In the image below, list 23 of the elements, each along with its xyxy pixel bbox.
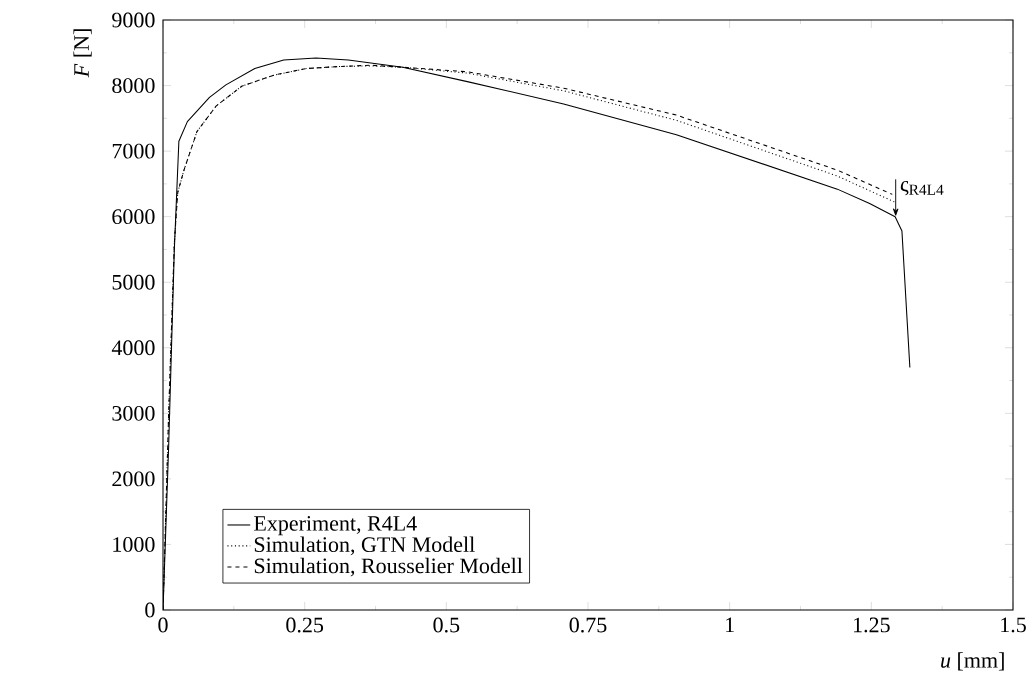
y-tick-label: 6000 <box>112 209 155 225</box>
x-tick-label: 0.25 <box>286 617 324 633</box>
legend-label: Experiment, R4L4 <box>254 516 417 536</box>
x-tick-label: 1 <box>726 617 734 633</box>
y-tick-label: 7000 <box>112 143 155 159</box>
y-tick-label: 2000 <box>112 471 155 487</box>
y-tick-label: 1000 <box>113 537 155 552</box>
x-tick-label: 0.5 <box>433 617 460 633</box>
y-tick-label: 5000 <box>112 274 155 290</box>
annotation: ς$_{R4L4}$ <box>900 180 944 196</box>
legend-label: Simulation, Rousselier Modell <box>254 557 523 577</box>
y-axis-title: F [N] <box>73 29 92 78</box>
x-tick-label: 1.5 <box>1001 617 1026 633</box>
y-tick-label: 4000 <box>111 340 155 356</box>
y-tick-label: 8000 <box>112 78 155 93</box>
y-tick-label: 9000 <box>112 12 155 28</box>
x-tick-label: 1.25 <box>854 617 890 633</box>
x-tick-label: 0 <box>158 617 168 633</box>
x-tick-label: 0.75 <box>569 617 607 633</box>
y-tick-label: 3000 <box>112 405 155 421</box>
legend-label: Simulation, GTN Modell <box>254 536 475 556</box>
x-axis-title: u [mm] <box>941 652 1004 671</box>
y-tick-label: 0 <box>145 602 155 618</box>
